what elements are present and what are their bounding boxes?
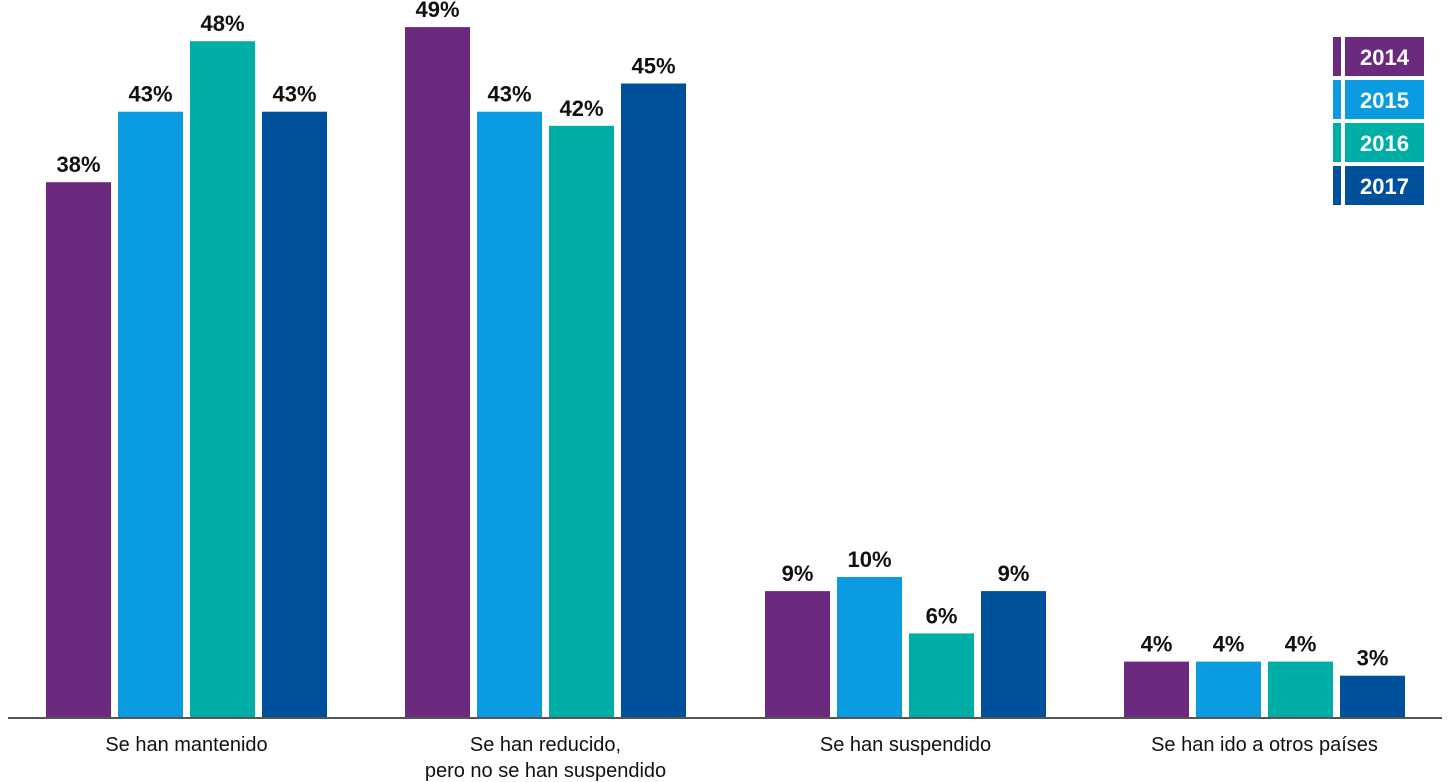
value-label-2016-cat-3: 6%: [926, 603, 958, 628]
value-label-2017-cat-1: 43%: [272, 82, 316, 107]
bar-2017-cat-3: [981, 591, 1046, 718]
bar-2014-cat-3: [765, 591, 830, 718]
legend-marker-2017: [1333, 166, 1341, 205]
bar-2014-cat-4: [1124, 661, 1189, 718]
bar-2016-cat-1: [190, 41, 255, 718]
value-label-2017-cat-2: 45%: [631, 54, 675, 79]
bar-2015-cat-1: [118, 111, 183, 718]
legend: 2014 2015 2016 2017: [1333, 37, 1424, 205]
legend-label-2015: 2015: [1360, 88, 1409, 113]
bar-2016-cat-4: [1268, 661, 1333, 718]
legend-swatch-2016: [1345, 123, 1424, 162]
category-label-3: Se han suspendido: [820, 734, 991, 756]
value-label-2014-cat-4: 4%: [1141, 632, 1173, 657]
legend-label-2017: 2017: [1360, 174, 1409, 199]
legend-label-2016: 2016: [1360, 131, 1409, 156]
value-label-2015-cat-4: 4%: [1213, 632, 1245, 657]
value-label-2017-cat-3: 9%: [998, 561, 1030, 586]
value-label-2014-cat-3: 9%: [782, 561, 814, 586]
value-label-2014-cat-1: 38%: [56, 152, 100, 177]
value-label-2016-cat-1: 48%: [200, 11, 244, 36]
legend-swatch-2017: [1345, 166, 1424, 205]
category-labels-layer: Se han mantenido Se han reducido, pero no …: [105, 734, 1378, 782]
legend-swatch-2014: [1345, 37, 1424, 76]
value-label-2017-cat-4: 3%: [1357, 646, 1389, 671]
value-label-2015-cat-3: 10%: [847, 547, 891, 572]
legend-marker-2016: [1333, 123, 1341, 162]
category-label-4: Se han ido a otros países: [1151, 734, 1378, 756]
value-labels-layer: 38% 43% 48% 43% 49% 43% 42% 45% 9% 10% 6% 9% 4% 4% 4% 3…: [56, 0, 1388, 671]
bar-2014-cat-1: [46, 182, 111, 718]
legend-marker-2014: [1333, 37, 1341, 76]
category-label-1: Se han mantenido: [105, 734, 267, 756]
value-label-2016-cat-4: 4%: [1285, 632, 1317, 657]
bar-2017-cat-2: [621, 83, 686, 718]
category-label-2-line-1: Se han reducido,: [470, 734, 621, 756]
bar-2014-cat-2: [405, 27, 470, 719]
legend-marker-2015: [1333, 80, 1341, 119]
value-label-2014-cat-2: 49%: [415, 0, 459, 22]
bar-2016-cat-2: [549, 125, 614, 719]
bar-2017-cat-4: [1340, 675, 1405, 718]
bar-2015-cat-3: [837, 577, 902, 718]
bar-2015-cat-2: [477, 111, 542, 718]
legend-swatch-2015: [1345, 80, 1424, 119]
value-label-2015-cat-2: 43%: [487, 82, 531, 107]
legend-label-2014: 2014: [1360, 45, 1410, 70]
bar-2016-cat-3: [909, 633, 974, 718]
bar-2017-cat-1: [262, 111, 327, 718]
value-label-2016-cat-2: 42%: [559, 96, 603, 121]
value-label-2015-cat-1: 43%: [128, 82, 172, 107]
category-label-2-line-2: pero no se han suspendido: [425, 760, 666, 782]
bars-layer: [46, 27, 1405, 719]
bar-2015-cat-4: [1196, 661, 1261, 718]
